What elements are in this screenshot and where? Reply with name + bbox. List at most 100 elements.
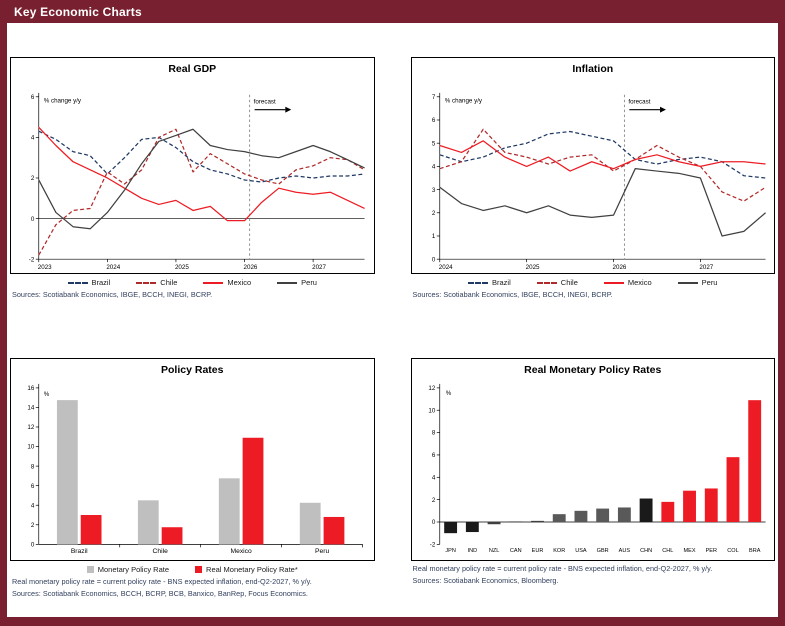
legend-line-sample: [277, 281, 298, 284]
svg-text:10: 10: [27, 443, 34, 450]
svg-text:8: 8: [431, 429, 435, 436]
inflation-chart: 0 1 2 3 4 5 6 7 2024 2025 2026 2027 % change y/y fore…: [431, 92, 766, 271]
svg-text:12: 12: [27, 424, 34, 431]
chart-title: Real GDP: [168, 63, 217, 75]
real-gdp-legend: Brazil Chile Mexico Peru: [10, 278, 375, 287]
svg-text:2: 2: [31, 521, 35, 528]
svg-text:CAN: CAN: [509, 548, 521, 554]
legend-label: Chile: [160, 278, 178, 288]
legend-item-monetary-policy-rate: Monetary Policy Rate: [86, 564, 170, 574]
legend-swatch: [195, 565, 203, 573]
svg-text:% change y/y: % change y/y: [44, 98, 82, 105]
svg-text:10: 10: [428, 407, 435, 414]
svg-text:3: 3: [431, 187, 435, 194]
svg-text:2024: 2024: [438, 264, 452, 271]
legend-item-brazil: Brazil: [468, 278, 511, 287]
chart-panel-real-monetary-policy-rates: Real Monetary Policy Rates -2 0 2 4 6 8 10 12% J…: [410, 357, 775, 599]
content-area: Real GDP -2 0 2 4 6 2 0 2 3 2024 2025 2026 2027 % cha…: [7, 23, 778, 617]
legend-label: Monetary Policy Rate: [97, 564, 170, 574]
svg-text:NZL: NZL: [488, 548, 498, 554]
svg-text:AUS: AUS: [618, 548, 630, 554]
legend-item-chile: Chile: [136, 278, 177, 287]
legend-label: Real Monetary Policy Rate*: [206, 564, 298, 574]
svg-text:USA: USA: [575, 548, 587, 554]
legend-item-mexico: Mexico: [203, 278, 251, 287]
svg-text:forecast: forecast: [628, 99, 650, 106]
svg-text:Chile: Chile: [153, 548, 169, 555]
svg-text:14: 14: [27, 404, 34, 411]
legend-line-sample: [136, 281, 157, 284]
svg-text:%: %: [44, 390, 50, 397]
real-monetary-policy-rates-chartbox: Real Monetary Policy Rates -2 0 2 4 6 8 10 12% J…: [410, 357, 775, 561]
svg-text:2: 2: [431, 210, 435, 217]
policy-rates-chartbox: Policy Rates 0 2 4 6 8 10 12 14 16% Brazil Chile Me…: [10, 357, 375, 561]
svg-text:2027: 2027: [312, 264, 326, 271]
chart-panel-policy-rates: Policy Rates 0 2 4 6 8 10 12 14 16% Brazil Chile Me…: [10, 357, 375, 599]
svg-text:2: 2: [431, 496, 435, 503]
legend-swatch: [86, 565, 94, 573]
chart-sources: Sources: Scotiabank Economics, IBGE, BCC…: [412, 290, 613, 300]
legend-line-sample: [536, 281, 557, 284]
policy-rates-legend: Monetary Policy Rate Real Monetary Policy…: [10, 565, 375, 574]
chart-title: Inflation: [572, 63, 614, 75]
chart-title: Policy Rates: [161, 363, 224, 376]
svg-text:KOR: KOR: [553, 548, 565, 554]
svg-text:0: 0: [31, 216, 35, 223]
legend-label: Chile: [560, 278, 578, 288]
legend-line-sample: [677, 281, 698, 284]
svg-text:2026: 2026: [244, 264, 258, 271]
svg-text:IND: IND: [467, 548, 477, 554]
svg-text:2025: 2025: [525, 264, 539, 271]
real-gdp-chartbox: Real GDP -2 0 2 4 6 2023 2024 2025 2026 2027 % cha…: [10, 57, 375, 275]
svg-text:Brazil: Brazil: [71, 548, 88, 555]
svg-text:forecast: forecast: [254, 99, 276, 106]
legend-line-sample: [468, 281, 489, 284]
svg-text:EUR: EUR: [531, 548, 543, 554]
real-monetary-policy-rates-chart: -2 0 2 4 6 8 10 12% JPN IND NZL CAN EUR KOR USA GBR AUS C…: [428, 383, 766, 554]
svg-text:MEX: MEX: [683, 548, 695, 554]
chart-footnote: Real monetary policy rate = current poli…: [12, 576, 312, 586]
svg-text:BRA: BRA: [749, 548, 761, 554]
svg-text:2: 2: [31, 175, 35, 182]
svg-text:2024: 2024: [106, 264, 120, 271]
svg-text:4: 4: [431, 164, 435, 171]
svg-text:6: 6: [431, 117, 435, 124]
svg-text:7: 7: [431, 94, 435, 101]
svg-text:4: 4: [31, 135, 35, 142]
svg-text:8: 8: [31, 463, 35, 470]
svg-text:0: 0: [431, 519, 435, 526]
legend-item-chile: Chile: [536, 278, 578, 288]
legend-label: Mexico: [227, 278, 252, 288]
svg-text:COL: COL: [727, 548, 738, 554]
legend-line-sample: [603, 281, 624, 284]
svg-text:12: 12: [428, 385, 435, 392]
policy-rates-chart: 0 2 4 6 8 10 12 14 16% Brazil Chile Mexico Peru: [27, 383, 363, 555]
chart-sources: Sources: Scotiabank Economics, Bloomberg…: [412, 576, 559, 586]
svg-text:%: %: [445, 389, 451, 396]
svg-text:4: 4: [431, 474, 435, 481]
legend-label: Mexico: [627, 278, 652, 288]
svg-text:0: 0: [31, 541, 35, 548]
legend-item-real-monetary-policy-rate-: Real Monetary Policy Rate*: [195, 565, 298, 574]
svg-text:6: 6: [31, 482, 35, 489]
chart-title: Real Monetary Policy Rates: [524, 363, 662, 376]
legend-label: Brazil: [492, 278, 511, 288]
svg-text:6: 6: [431, 452, 435, 459]
svg-text:CHL: CHL: [662, 548, 673, 554]
legend-item-peru: Peru: [277, 278, 317, 287]
chart-sources: Sources: Scotiabank Economics, BCCH, BCR…: [12, 589, 308, 599]
svg-text:Mexico: Mexico: [230, 548, 252, 555]
chart-footnote: Real monetary policy rate = current poli…: [412, 563, 713, 573]
page-title: Key Economic Charts: [14, 4, 142, 19]
chart-sources: Sources: Scotiabank Economics, IBGE, BCC…: [12, 290, 213, 300]
svg-text:GBR: GBR: [596, 548, 608, 554]
charts-grid: Real GDP -2 0 2 4 6 2 0 2 3 2024 2025 2026 2027 % cha…: [10, 57, 775, 599]
legend-line-sample: [203, 281, 224, 284]
chart-panel-real-gdp: Real GDP -2 0 2 4 6 2023 2024 2025 2026 2027 % cha…: [10, 57, 375, 300]
svg-text:PER: PER: [705, 548, 716, 554]
svg-text:-2: -2: [429, 541, 435, 548]
svg-text:CHN: CHN: [640, 548, 652, 554]
svg-text:-2: -2: [29, 256, 35, 263]
svg-text:Peru: Peru: [315, 548, 329, 555]
page-header: Key Economic Charts: [0, 0, 785, 23]
